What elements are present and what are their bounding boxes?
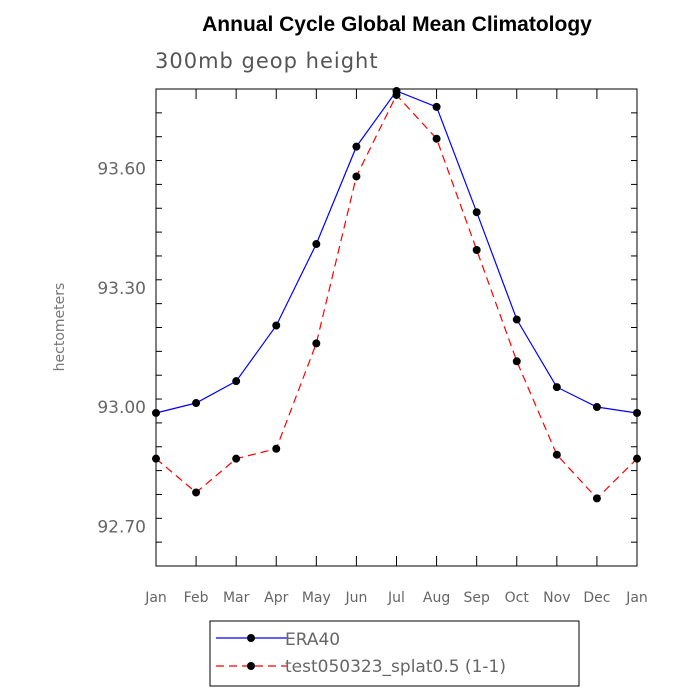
y-tick-label: 93.60 [97, 160, 146, 180]
x-axis-ticks: Jan Feb Mar Apr May Jun Jul Aug Sep Oct Nov Dec Jan [144, 89, 648, 606]
series-0-point [552, 383, 561, 392]
x-tick-label: Mar [223, 590, 250, 606]
legend-marker-test [247, 662, 255, 670]
x-tick-label: Jun [344, 590, 367, 606]
series-1-point [352, 172, 361, 181]
legend-marker-era40 [247, 634, 255, 642]
series-1-point [192, 488, 201, 497]
y-tick-label: 92.70 [97, 517, 146, 537]
series-0-point [432, 102, 441, 111]
series-line-0 [155, 90, 638, 414]
x-tick-label: Oct [505, 590, 530, 606]
plot-frame [155, 88, 638, 567]
x-tick-label: Nov [543, 590, 570, 606]
x-tick-label: Aug [423, 590, 450, 606]
legend-box [209, 620, 580, 687]
series-1-point [472, 245, 481, 254]
series-0-point [152, 408, 160, 417]
series-0-point [232, 377, 241, 386]
series-1-point [592, 494, 601, 503]
series-1-point [272, 444, 281, 453]
series-1-point [152, 454, 160, 463]
series-0-point [633, 408, 641, 417]
chart-subtitle: 300mb geop height [155, 49, 379, 73]
series-line-1 [155, 93, 638, 500]
series-0-point [352, 142, 361, 151]
series-1-point [512, 357, 521, 366]
series-0-point [312, 240, 321, 249]
y-axis-label: hectometers [52, 283, 68, 372]
series-1-point [392, 90, 401, 99]
series-0-point [472, 208, 481, 217]
x-tick-label: Sep [463, 590, 490, 606]
series-layer [152, 86, 641, 503]
y-axis-ticks: 92.70 93.00 93.30 93.60 [97, 88, 637, 567]
legend-label-era40: ERA40 [285, 630, 340, 650]
chart-title: Annual Cycle Global Mean Climatology [202, 13, 592, 36]
series-1-point [312, 339, 321, 348]
series-0-point [592, 403, 601, 411]
x-tick-label: Jan [625, 590, 648, 606]
x-tick-label: Jul [387, 590, 405, 606]
y-tick-label: 93.00 [97, 398, 146, 418]
series-1-point [232, 454, 241, 463]
series-1-point [432, 134, 441, 143]
series-0-point [512, 315, 521, 324]
series-0-point [192, 399, 201, 408]
x-tick-label: May [302, 590, 331, 606]
legend-label-test: test050323_splat0.5 (1-1) [285, 657, 506, 677]
series-1-point [552, 450, 561, 459]
x-tick-label: Apr [264, 590, 288, 606]
series-0-point [272, 321, 281, 330]
x-tick-label: Feb [184, 590, 209, 606]
y-tick-label: 93.30 [97, 279, 146, 299]
series-1-point [633, 454, 641, 463]
legend: ERA40 test050323_splat0.5 (1-1) [209, 620, 580, 687]
x-tick-label: Jan [144, 590, 167, 606]
x-tick-label: Dec [583, 590, 610, 606]
